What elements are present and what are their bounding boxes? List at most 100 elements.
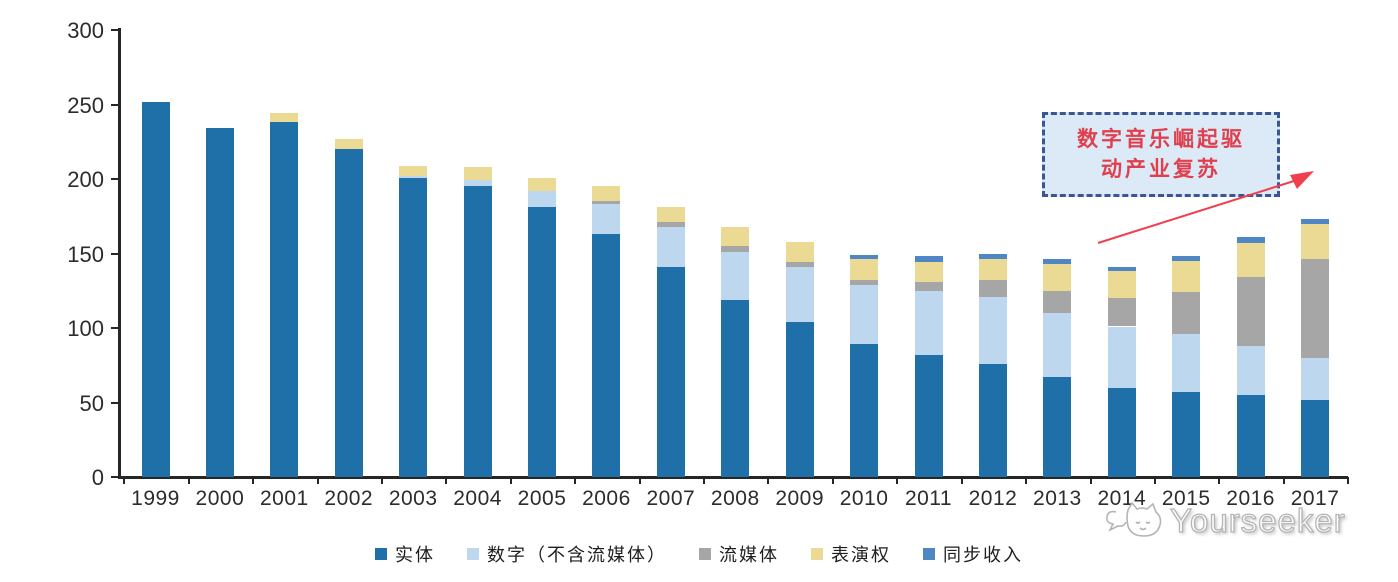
x-axis-label: 2000 xyxy=(195,487,245,510)
bar-segment-同步收入 xyxy=(1172,256,1201,261)
x-axis-label: 2012 xyxy=(968,487,1018,510)
bar-segment-同步收入 xyxy=(914,256,943,263)
x-axis-label: 2001 xyxy=(259,487,309,510)
bar-segment-实体 xyxy=(592,234,621,477)
legend-item: 数字（不含流媒体） xyxy=(467,541,667,567)
bar-segment-表演权 xyxy=(850,259,879,281)
bar-segment-同步收入 xyxy=(1107,266,1136,272)
bar-segment-实体 xyxy=(1172,392,1201,477)
legend-swatch xyxy=(699,548,711,560)
x-axis-label: 2013 xyxy=(1033,487,1082,510)
bar-segment-实体 xyxy=(1043,377,1072,477)
bar-segment-流媒体 xyxy=(1301,259,1330,358)
bar-segment-数字（不含流媒体） xyxy=(463,180,492,187)
x-axis-tick xyxy=(187,477,190,484)
bar-segment-表演权 xyxy=(1172,260,1201,293)
annotation-text-line1: 数字音乐崛起驱 xyxy=(1077,128,1245,151)
bar-segment-表演权 xyxy=(399,165,428,176)
x-axis-tick xyxy=(960,477,963,484)
cat-logo-icon xyxy=(1106,501,1162,537)
bar-segment-表演权 xyxy=(1043,263,1072,291)
watermark-text: Yourseeker xyxy=(1169,501,1346,539)
bar-segment-实体 xyxy=(270,122,299,477)
y-axis-label: 0 xyxy=(91,465,104,490)
bar-segment-同步收入 xyxy=(1301,219,1330,224)
bar-segment-表演权 xyxy=(528,177,557,191)
bar-segment-数字（不含流媒体） xyxy=(1301,357,1330,400)
bar-segment-数字（不含流媒体） xyxy=(914,290,943,355)
bar-segment-表演权 xyxy=(656,207,685,223)
bar-segment-流媒体 xyxy=(785,262,814,267)
legend-swatch xyxy=(811,548,823,560)
x-axis-tick xyxy=(574,477,577,484)
legend-item: 同步收入 xyxy=(923,541,1023,567)
bar-segment-数字（不含流媒体） xyxy=(978,296,1007,364)
annotation-text-line2: 动产业复苏 xyxy=(1101,158,1221,181)
legend: 实体 数字（不含流媒体） 流媒体 表演权 同步收入 xyxy=(0,541,1398,567)
bar-segment-表演权 xyxy=(785,241,814,263)
x-axis-label: 2007 xyxy=(646,487,696,510)
x-axis-tick xyxy=(1218,477,1221,484)
legend-swatch xyxy=(375,548,387,560)
bar-segment-实体 xyxy=(463,186,492,477)
bar-segment-实体 xyxy=(656,266,685,477)
y-axis-label: 100 xyxy=(67,316,104,341)
bar-segment-实体 xyxy=(205,128,234,477)
bar-segment-同步收入 xyxy=(1043,259,1072,264)
x-axis-label: 2011 xyxy=(904,487,953,510)
legend-label: 流媒体 xyxy=(719,545,779,565)
bar-segment-流媒体 xyxy=(1043,290,1072,314)
legend-item: 表演权 xyxy=(811,541,891,567)
bar-segment-数字（不含流媒体） xyxy=(528,190,557,208)
y-axis-tick xyxy=(111,103,119,106)
bar-segment-数字（不含流媒体） xyxy=(656,226,685,267)
y-axis-tick xyxy=(111,178,119,180)
x-axis-tick xyxy=(1025,477,1028,484)
bar-segment-流媒体 xyxy=(721,246,750,252)
bar-segment-流媒体 xyxy=(914,281,943,291)
y-axis-tick xyxy=(111,29,119,31)
bar-segment-数字（不含流媒体） xyxy=(399,176,428,178)
x-axis-tick xyxy=(445,477,448,484)
bar-segment-流媒体 xyxy=(1236,277,1265,346)
x-axis-label: 2008 xyxy=(710,487,760,510)
y-axis-label: 250 xyxy=(67,92,104,118)
bar-segment-数字（不含流媒体） xyxy=(1043,313,1072,378)
bar-segment-表演权 xyxy=(914,262,943,282)
bar-segment-表演权 xyxy=(463,167,492,181)
x-axis-tick xyxy=(1154,477,1156,484)
annotation-callout: 数字音乐崛起驱 动产业复苏 xyxy=(1042,112,1280,197)
y-axis-label: 150 xyxy=(67,241,104,267)
x-axis-label: 2009 xyxy=(775,487,825,510)
x-axis-tick xyxy=(767,477,770,484)
bar-segment-实体 xyxy=(334,149,363,477)
x-axis-label: 2002 xyxy=(324,487,374,510)
bar-segment-流媒体 xyxy=(1172,292,1201,334)
bar-segment-实体 xyxy=(1236,395,1265,477)
bar-segment-表演权 xyxy=(1107,271,1136,299)
y-axis-tick xyxy=(111,327,119,329)
bar-segment-数字（不含流媒体） xyxy=(1236,345,1265,396)
x-axis-label: 2015 xyxy=(1161,487,1211,510)
x-axis-tick xyxy=(1282,477,1285,484)
x-axis-label: 2005 xyxy=(517,487,567,510)
bar-segment-实体 xyxy=(785,322,814,477)
bar-segment-流媒体 xyxy=(592,201,621,205)
legend-label: 数字（不含流媒体） xyxy=(487,545,667,565)
legend-swatch xyxy=(923,548,935,560)
legend-item: 流媒体 xyxy=(699,541,779,567)
x-axis-tick xyxy=(1347,477,1350,484)
bar-segment-数字（不含流媒体） xyxy=(721,252,750,300)
bar-segment-实体 xyxy=(1301,399,1330,477)
x-axis-label: 1999 xyxy=(131,487,180,510)
x-axis-tick xyxy=(1089,477,1092,484)
y-axis-tick xyxy=(111,401,119,404)
bar-segment-表演权 xyxy=(721,226,750,247)
bar-segment-实体 xyxy=(399,177,428,477)
bar-segment-表演权 xyxy=(1301,223,1330,260)
x-axis-tick xyxy=(123,477,126,484)
x-axis-tick xyxy=(509,477,512,484)
x-axis-label: 2006 xyxy=(582,487,631,510)
bar-segment-实体 xyxy=(850,344,879,477)
x-axis-tick xyxy=(252,477,255,484)
